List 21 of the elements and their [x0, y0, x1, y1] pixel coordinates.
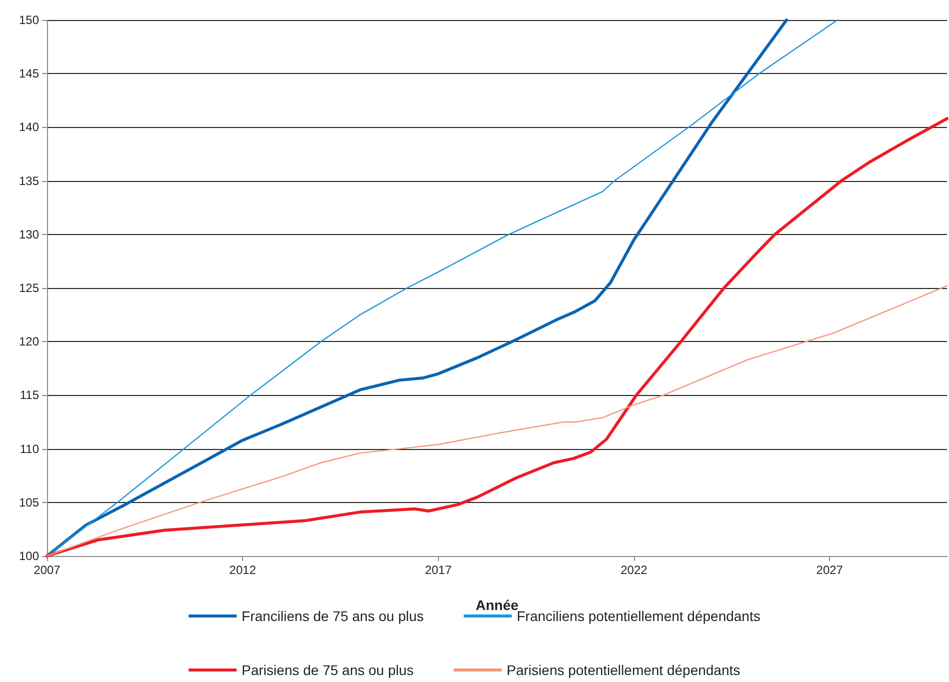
y-tick-label: 120 [18, 334, 40, 349]
y-tick-label: 105 [18, 495, 40, 510]
legend-label: Franciliens de 75 ans ou plus [242, 608, 424, 624]
x-tick-label: 2017 [424, 563, 452, 577]
x-tick-label: 2007 [34, 563, 61, 577]
legend-label: Parisiens de 75 ans ou plus [242, 662, 414, 678]
x-tick-label: 2022 [620, 563, 648, 577]
y-tick-label: 150 [18, 13, 40, 27]
y-tick-label: 110 [20, 442, 40, 456]
legend-label: Parisiens potentiellement dépendants [506, 662, 740, 678]
x-tick-label: 2012 [229, 563, 256, 577]
y-tick-label: 100 [18, 549, 40, 563]
y-tick-label: 130 [18, 227, 40, 242]
y-tick-label: 115 [20, 388, 40, 402]
y-tick-label: 140 [18, 120, 40, 134]
legend-label: Franciliens potentiellement dépendants [516, 608, 760, 624]
y-tick-label: 135 [18, 174, 40, 188]
y-tick-label: 125 [18, 281, 40, 295]
x-tick-label: 2027 [816, 563, 844, 577]
y-tick-label: 145 [18, 66, 40, 81]
x-axis-title: Année [476, 597, 519, 613]
